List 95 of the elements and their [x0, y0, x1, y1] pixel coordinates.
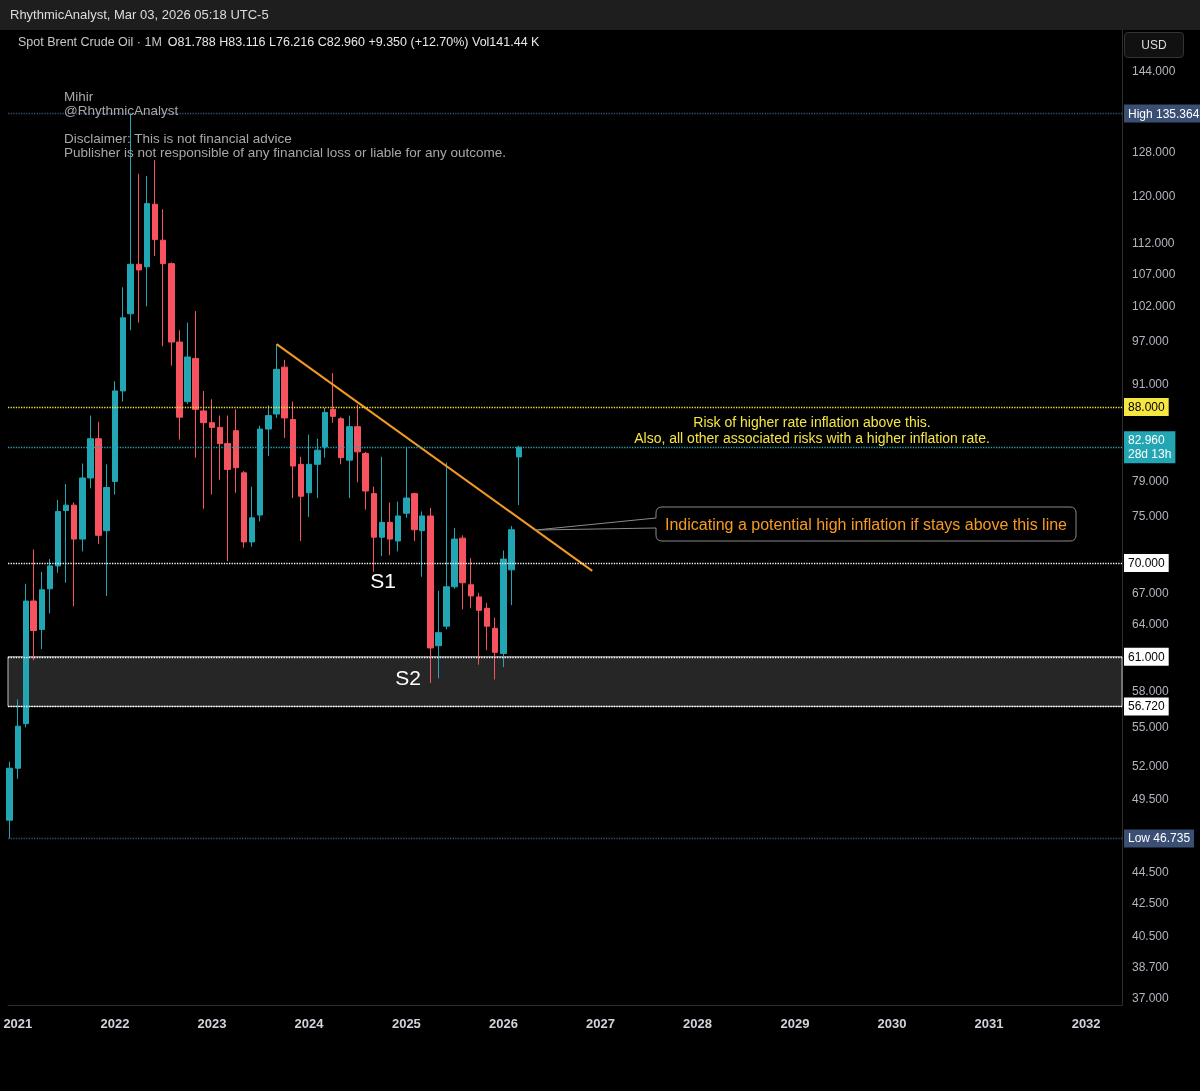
x-tick-label: 2025	[391, 1016, 421, 1031]
candlestick	[184, 322, 191, 405]
candlestick	[330, 372, 336, 424]
x-tick-label: 2024	[294, 1016, 325, 1031]
candlestick	[6, 761, 13, 839]
y-axis-title: USD	[1124, 32, 1184, 58]
candlestick	[290, 401, 296, 499]
candlestick	[338, 416, 344, 465]
candlestick	[362, 451, 369, 511]
y-tick-label: 128.000	[1132, 144, 1176, 159]
y-tick-label: 55.000	[1132, 720, 1170, 735]
y-tick-label: 40.500	[1132, 928, 1170, 943]
y-tick-label: 144.000	[1132, 64, 1176, 79]
x-tick-label: 2026	[488, 1016, 518, 1031]
y-tick-label: 102.000	[1132, 299, 1176, 314]
candlestick	[468, 557, 474, 609]
candlestick	[395, 501, 401, 552]
candlestick	[281, 359, 288, 439]
y-tick-label: 49.500	[1132, 792, 1170, 807]
candlestick	[298, 456, 304, 542]
y-tick-label: 67.000	[1132, 585, 1170, 600]
chart-subtitle: O81.788 H83.116 L76.216 C82.960 +9.350 (+12.70%) Vol141.44 K	[167, 35, 540, 49]
y-tick-label: 120.000	[1132, 188, 1176, 203]
y-tick-label: 112.000	[1132, 235, 1175, 250]
ref-line-label: 82.960 28d 13h	[1128, 433, 1172, 462]
candlestick	[435, 590, 442, 679]
y-tick-label: 42.500	[1132, 896, 1170, 911]
ref-line-label: 70.000	[1128, 556, 1166, 570]
candlestick	[209, 398, 215, 495]
y-tick-label: 58.000	[1132, 684, 1170, 699]
y-tick-label: 75.000	[1132, 508, 1170, 523]
candlestick	[200, 390, 207, 510]
candlestick	[30, 549, 37, 661]
y-tick-label: 97.000	[1132, 333, 1170, 348]
candlestick	[379, 456, 385, 557]
candlestick	[55, 499, 61, 574]
y-tick-label: 107.000	[1132, 266, 1176, 281]
candlestick	[419, 510, 425, 578]
x-tick-label: 2029	[780, 1016, 810, 1031]
candlestick	[273, 343, 280, 419]
y-tick-label: 91.000	[1132, 377, 1170, 392]
x-tick-label: 2022	[100, 1016, 130, 1031]
candlestick	[15, 698, 21, 780]
candlestick	[233, 408, 239, 494]
y-tick-label: 37.000	[1132, 990, 1170, 1005]
annotation: S2	[395, 665, 421, 689]
candlestick	[144, 175, 150, 307]
candlestick	[71, 501, 77, 607]
x-tick-label: 2028	[683, 1016, 713, 1031]
candlestick	[371, 486, 377, 573]
annotation: @RhythmicAnalyst	[64, 103, 180, 118]
annotation: Indicating a potential high inflation if stays above this line	[664, 515, 1068, 533]
candlestick	[241, 470, 247, 549]
y-tick-label: 52.000	[1132, 758, 1170, 773]
ref-line-label: High 135.364	[1128, 106, 1200, 121]
candlestick	[63, 483, 69, 584]
annotation: S1	[370, 568, 396, 592]
candlestick	[249, 486, 255, 548]
candlestick	[484, 602, 490, 651]
ref-line-label: 88.000	[1128, 400, 1166, 415]
candlestick	[95, 421, 102, 545]
candlestick	[459, 534, 466, 610]
annotation: Mihir	[64, 89, 95, 104]
x-tick-label: 2021	[3, 1016, 33, 1031]
candlestick	[354, 404, 361, 483]
y-tick-label: 38.700	[1132, 959, 1170, 974]
candlestick	[47, 558, 53, 615]
x-tick-label: 2027	[586, 1016, 615, 1031]
candlestick	[103, 463, 110, 597]
ref-line-label: Low 46.735	[1128, 831, 1191, 846]
candlestick	[23, 583, 29, 728]
candlestick	[427, 507, 434, 684]
x-tick-label: 2031	[974, 1016, 1004, 1031]
annotation: Risk of higher rate inflation above this. Also, all other associated risks with a higher inflation rate.	[634, 414, 990, 446]
candlestick	[160, 208, 166, 347]
chart-title: Spot Brent Crude Oil · 1M	[18, 35, 162, 49]
ref-line-label: 56.720	[1128, 699, 1166, 714]
annotation: Disclaimer: This is not financial advice	[64, 131, 293, 146]
y-tick-label: 64.000	[1132, 617, 1170, 632]
y-tick-label: 44.500	[1132, 864, 1170, 879]
x-tick-label: 2030	[877, 1016, 907, 1031]
candlestick	[387, 501, 393, 556]
candlestick	[136, 173, 142, 324]
candlestick	[192, 310, 199, 459]
candlestick	[411, 492, 418, 542]
y-tick-label: 79.000	[1132, 473, 1170, 488]
text: RhythmicAnalyst, Mar 03, 2026 05:18 UTC-5	[0, 0, 1200, 30]
x-tick-label: 2023	[197, 1016, 227, 1031]
candlestick	[120, 286, 126, 403]
candlestick	[476, 592, 482, 666]
ref-line-label: 61.000	[1128, 649, 1166, 664]
candlestick	[492, 617, 498, 681]
x-tick-label: 2032	[1071, 1016, 1101, 1031]
candlestick	[39, 571, 45, 650]
candlestick	[152, 159, 158, 257]
